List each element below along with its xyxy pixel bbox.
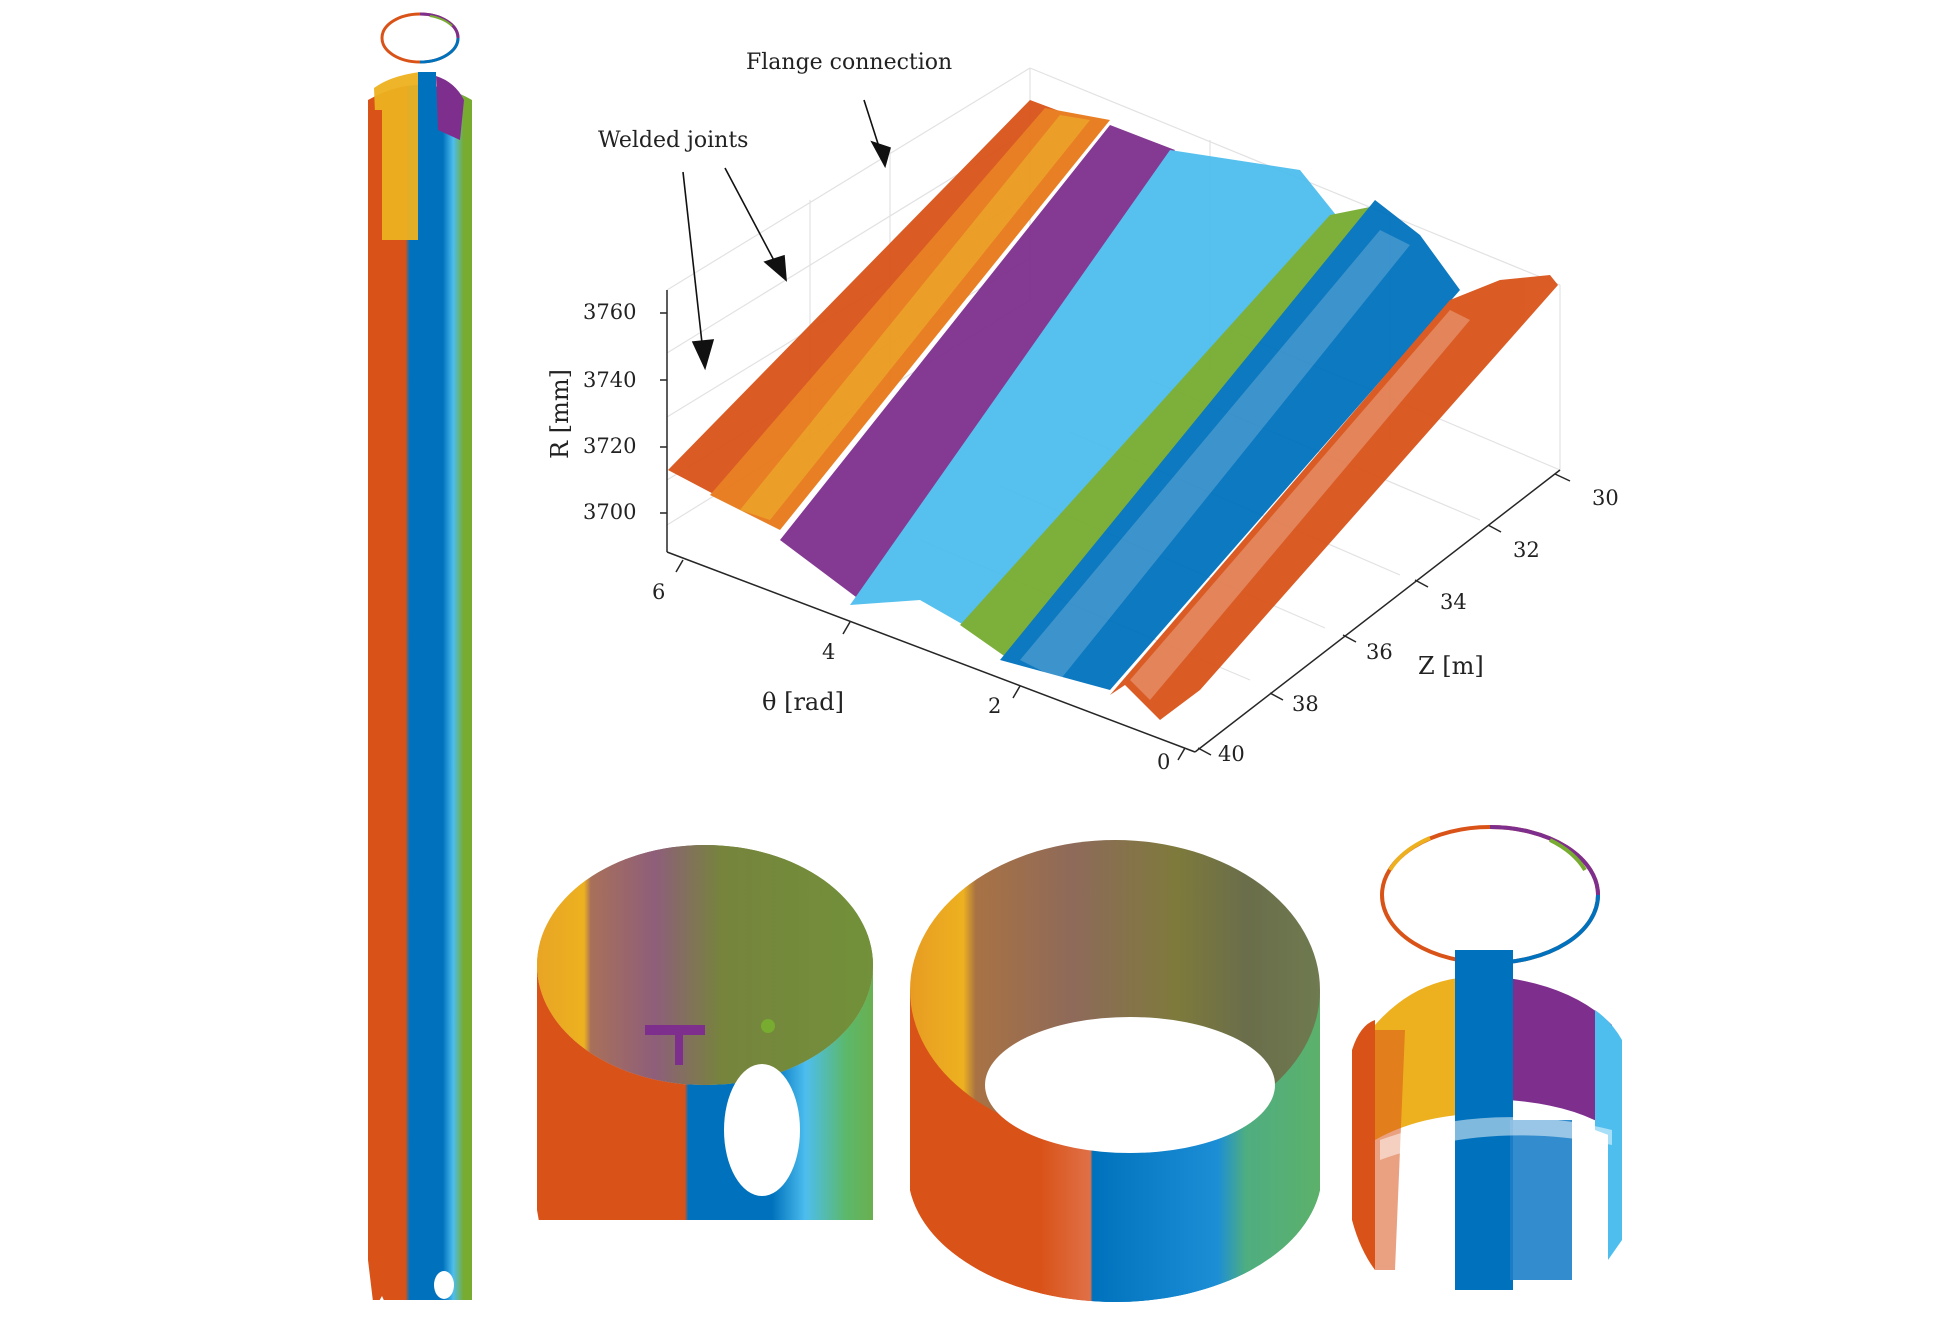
flange-ring	[1380, 825, 1600, 965]
axes-lines	[660, 290, 1571, 761]
cylinder-1-graphic	[530, 845, 873, 1318]
tower-point-cloud	[360, 0, 480, 1318]
z-tick-36: 36	[1366, 640, 1393, 664]
door-opening	[724, 1064, 800, 1196]
theta-tick-2: 2	[988, 694, 1002, 718]
annotation-flange-connection: Flange connection	[746, 50, 953, 75]
cylinder-base-section	[530, 830, 880, 1318]
z-tick-34: 34	[1440, 590, 1467, 614]
z-tick-38: 38	[1292, 692, 1319, 716]
annotation-welded-joints: Welded joints	[598, 128, 749, 153]
cylinder-top-section	[1350, 800, 1640, 1318]
welded-arrow-head-2	[763, 254, 787, 282]
theta-axis-label: θ [rad]	[762, 688, 844, 716]
cylinder-2-graphic	[910, 840, 1320, 1302]
r-axis-label: R [mm]	[545, 369, 574, 459]
r-tick-3760: 3760	[583, 300, 637, 324]
tower-graphic	[360, 12, 480, 1318]
welded-arrow-head-1	[691, 339, 715, 371]
r-tick-3720: 3720	[583, 434, 637, 458]
z-axis-label: Z [m]	[1418, 652, 1484, 680]
theta-tick-6: 6	[652, 580, 666, 604]
theta-tick-4: 4	[822, 640, 836, 664]
point-cloud-surface	[668, 100, 1558, 720]
3d-plot-graphic	[660, 67, 1571, 761]
cylinder-opening	[985, 1017, 1275, 1153]
theta-tick-0: 0	[1157, 750, 1171, 774]
cylinder-middle-section	[905, 830, 1335, 1318]
cylinder-3-graphic	[1352, 825, 1622, 1290]
r-tick-3700: 3700	[583, 500, 637, 524]
annotation-arrows	[682, 99, 891, 371]
z-tick-30: 30	[1592, 486, 1619, 510]
z-tick-40: 40	[1218, 742, 1245, 766]
3d-plot: Flange connection Welded joints 3760 374…	[545, 50, 1619, 774]
z-tick-32: 32	[1513, 538, 1540, 562]
flange-arrow-head	[870, 140, 891, 169]
r-tick-3740: 3740	[583, 368, 637, 392]
